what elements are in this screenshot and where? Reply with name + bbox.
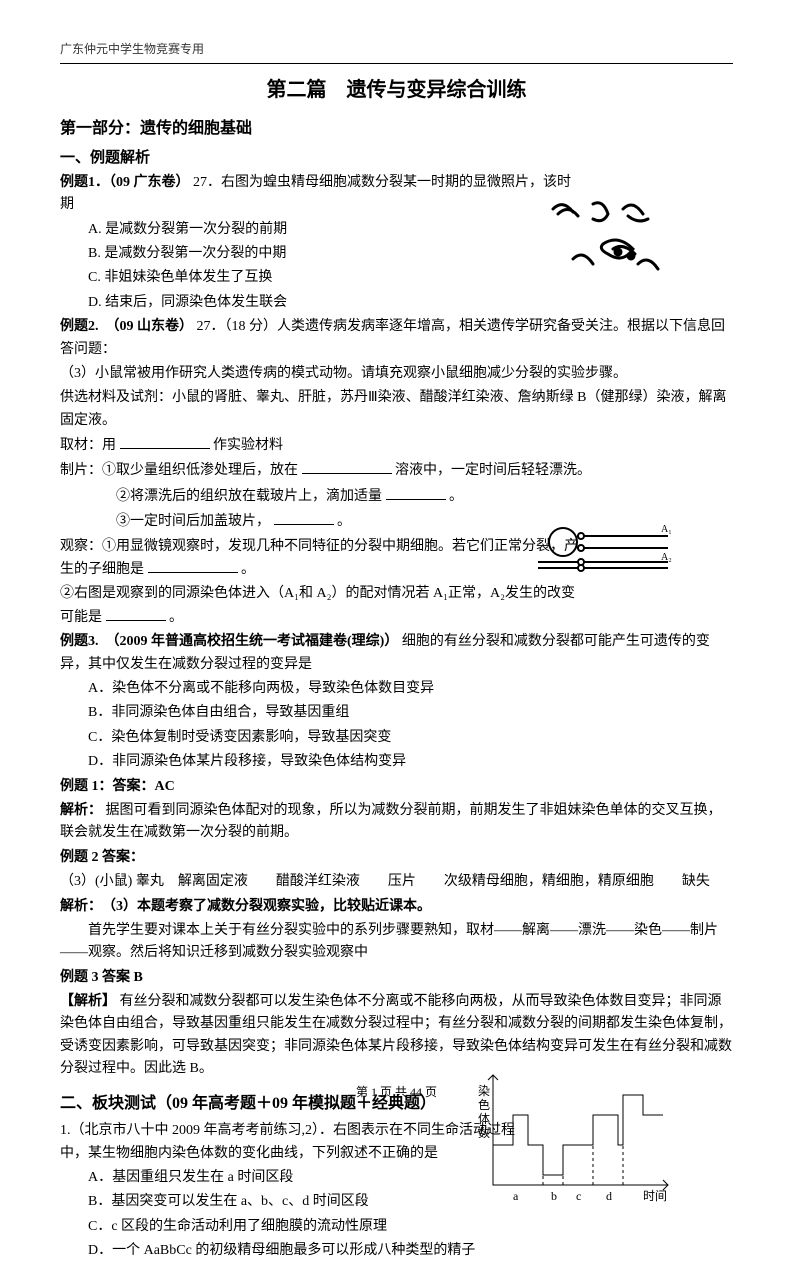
chart-tick-a: a bbox=[513, 1189, 519, 1203]
ex2-zp6: 。 bbox=[337, 514, 351, 529]
ex3-opt-c: C．染色体复制时受诱变因素影响，导致基因突变 bbox=[60, 727, 733, 749]
ans1-jx-text: 据图可看到同源染色体配对的现象，所以为减数分裂前期，前期发生了非姐妹染色单体的交… bbox=[60, 803, 722, 840]
ex3-opt-b: B．非同源染色体自由组合，导致基因重组 bbox=[60, 702, 733, 724]
doc-title: 第二篇 遗传与变异综合训练 bbox=[60, 74, 733, 106]
ans1-jx-label: 解析： bbox=[60, 803, 102, 818]
bivalent-figure: A₁ A₂ bbox=[533, 522, 673, 572]
header-rule bbox=[60, 63, 733, 64]
blank-solution[interactable] bbox=[302, 459, 392, 474]
ex2-zp2: 溶液中，一定时间后轻轻漂洗。 bbox=[395, 463, 591, 478]
ex3-opt-d: D．非同源染色体某片段移接，导致染色体结构变异 bbox=[60, 751, 733, 773]
blank-cells[interactable] bbox=[148, 558, 238, 573]
q1-opt-d: D．一个 AaBbCc 的初级精母细胞最多可以形成八种类型的精子 bbox=[60, 1240, 733, 1262]
ex1-label: 例题1．（09 广东卷） bbox=[60, 175, 190, 190]
ex2-zp4: 。 bbox=[449, 489, 463, 504]
part1-heading: 第一部分：遗传的细胞基础 bbox=[60, 116, 733, 142]
chart-ylabel-3: 体 bbox=[478, 1112, 490, 1126]
ans1-label: 例题 1：答案：AC bbox=[60, 776, 733, 798]
chart-tick-d: d bbox=[606, 1189, 612, 1203]
ex1-opt-d: D. 结束后，同源染色体发生联会 bbox=[60, 292, 733, 314]
ans3-jx-label: 【解析】 bbox=[60, 994, 116, 1009]
chart-tick-c: c bbox=[576, 1189, 581, 1203]
chart-ylabel-4: 数 bbox=[478, 1125, 490, 1140]
ex2-zp1: 制片：①取少量组织低渗处理后，放在 bbox=[60, 463, 298, 478]
ex2-gc2: 。 bbox=[241, 562, 255, 577]
ans2-p1: 首先学生要对课本上关于有丝分裂实验中的系列步骤要熟知，取材——解离——漂洗——染… bbox=[60, 920, 733, 965]
ans2-label: 例题 2 答案： bbox=[60, 847, 733, 869]
ans3-label: 例题 3 答案 B bbox=[60, 967, 733, 989]
page-footer: 第 1 页 共 44 页 bbox=[0, 1083, 793, 1102]
ex2-qc1: 取材：用 bbox=[60, 438, 116, 453]
blank-material[interactable] bbox=[120, 434, 210, 449]
ex2-qc2: 作实验材料 bbox=[213, 438, 283, 453]
biv-a2: A₂ bbox=[661, 552, 672, 563]
footer-mid: 页 共 bbox=[377, 1085, 410, 1099]
footer-pre: 第 bbox=[356, 1085, 371, 1099]
ex2-gc1: 观察：①用显微镜观察时，发现几种不同特征的分裂中期细胞。若它们正常分裂，产生的子… bbox=[60, 539, 578, 577]
chromosome-figure bbox=[543, 194, 673, 294]
chart-tick-b: b bbox=[551, 1189, 557, 1203]
ans2-l3: （3）(小鼠) 睾丸 解离固定液 醋酸洋红染液 压片 次级精母细胞，精细胞，精原… bbox=[60, 871, 733, 893]
blank-dye[interactable] bbox=[386, 485, 446, 500]
footer-total: 44 bbox=[410, 1085, 422, 1099]
chart-xlabel: 时间 bbox=[643, 1189, 667, 1203]
ex2-zp3: ②将漂洗后的组织放在载玻片上，滴加适量 bbox=[116, 489, 382, 504]
page-header: 广东仲元中学生物竞赛专用 bbox=[60, 40, 733, 59]
ex3-opt-a: A．染色体不分离或不能移向两极，导致染色体数目变异 bbox=[60, 678, 733, 700]
blank-cover[interactable] bbox=[274, 510, 334, 525]
ex2-l2b: 。 bbox=[169, 610, 183, 625]
footer-suf: 页 bbox=[422, 1085, 437, 1099]
ex2-zp5: ③一定时间后加盖玻片， bbox=[116, 514, 270, 529]
ex2-label: 例题2. （09 山东卷） bbox=[60, 319, 193, 334]
part1-sub: 一、例题解析 bbox=[60, 146, 733, 170]
biv-a1: A₁ bbox=[661, 524, 672, 535]
ex2-supply: 供选材料及试剂：小鼠的肾脏、睾丸、肝脏，苏丹Ⅲ染液、醋酸洋红染液、詹纳斯绿 B（… bbox=[60, 387, 733, 432]
ex2-l3: （3）小鼠常被用作研究人类遗传病的模式动物。请填充观察小鼠细胞减少分裂的实验步骤… bbox=[60, 363, 733, 385]
ans2-jx: 解析： （3）本题考察了减数分裂观察实验，比较贴近课本。 bbox=[60, 896, 733, 918]
blank-change[interactable] bbox=[106, 606, 166, 621]
ex3-label: 例题3. （2009 年普通高校招生统一考试福建卷(理综)） bbox=[60, 634, 398, 649]
q1-opt-c: C．c 区段的生命活动利用了细胞膜的流动性原理 bbox=[60, 1216, 733, 1238]
